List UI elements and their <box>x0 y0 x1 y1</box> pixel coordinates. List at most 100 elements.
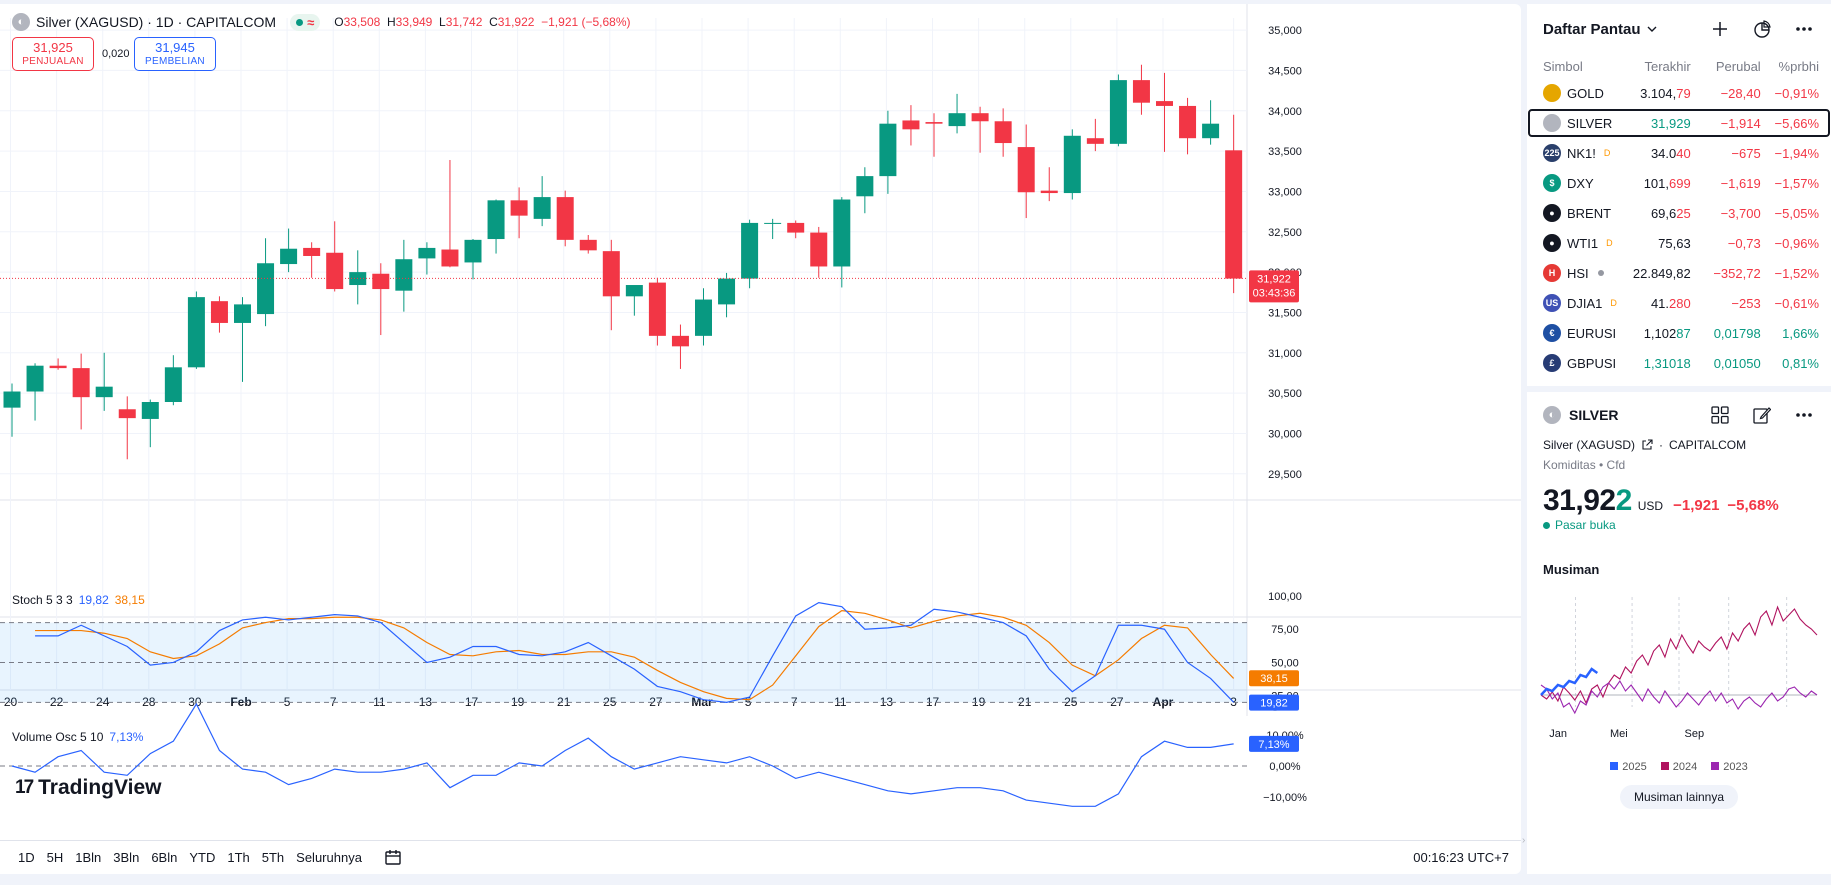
clock-timezone[interactable]: 00:16:23 UTC+7 <box>1413 850 1509 865</box>
sell-label: PENJUALAN <box>22 56 84 67</box>
market-status[interactable]: Pasar buka <box>1527 518 1831 532</box>
details-symbol-name[interactable]: SILVER <box>1569 407 1619 423</box>
trade-buttons: 31,925 PENJUALAN 0,020 31,945 PEMBELIAN <box>12 37 216 71</box>
range-button-1th[interactable]: 1Th <box>227 850 250 865</box>
candle-body <box>741 222 759 279</box>
volosc-value: 7,13% <box>109 730 144 744</box>
spread-value: 0,020 <box>102 48 130 60</box>
volosc-legend[interactable]: Volume Osc 5 10 7,13% <box>12 730 143 744</box>
chart-canvas[interactable]: 35,00034,50034,00033,50033,00032,50032,0… <box>0 4 1521 874</box>
candle <box>141 399 159 448</box>
chart-panel[interactable]: 35,00034,50034,00033,50033,00032,50032,0… <box>0 4 1521 874</box>
stoch-axis-label: 50,00 <box>1271 657 1299 669</box>
seasonals-chart[interactable]: Jan Mei Sep <box>1527 577 1831 752</box>
range-button-5h[interactable]: 5H <box>46 850 64 865</box>
symbol-title[interactable]: Silver (XAGUSD) · 1D · CAPITALCOM <box>36 14 277 30</box>
col-last[interactable]: Terakhir <box>1644 58 1691 74</box>
range-button-5th[interactable]: 5Th <box>261 850 285 865</box>
stoch-legend[interactable]: Stoch 5 3 3 19,82 38,15 <box>12 593 145 607</box>
watchlist-row[interactable]: ● BRENT 69,625 −3,700 −5,05% <box>1527 198 1831 228</box>
more-seasonals-button[interactable]: Musiman lainnya <box>1619 785 1739 809</box>
range-button-seluruhnya[interactable]: Seluruhnya <box>296 850 362 865</box>
buy-button[interactable]: 31,945 PEMBELIAN <box>134 37 216 71</box>
candle-body <box>1086 138 1104 144</box>
candle-body <box>925 122 943 124</box>
details-header: ◐ SILVER <box>1527 392 1831 438</box>
stoch-d-tag-bg <box>1249 670 1299 687</box>
col-change[interactable]: Perubal <box>1715 58 1761 74</box>
range-button-ytd[interactable]: YTD <box>189 850 216 865</box>
more-options-icon[interactable] <box>1793 404 1815 426</box>
watchlist-row[interactable]: US DJIA1 D 41.280 −253 −0,61% <box>1527 288 1831 318</box>
watchlist-row[interactable]: $ DXY 101,699 −1,619 −1,57% <box>1527 168 1831 198</box>
row-change: −3,700 <box>1720 205 1761 221</box>
details-full-name[interactable]: Silver (XAGUSD) <box>1543 438 1636 452</box>
details-price: 31,922 USD −1,921 −5,68% <box>1527 472 1831 518</box>
watchlist-row[interactable]: ● WTI1 D 75,63 −0,73 −0,96% <box>1527 228 1831 258</box>
candle <box>441 159 459 268</box>
advanced-view-icon[interactable] <box>1751 18 1773 40</box>
candle <box>349 250 367 305</box>
edit-note-icon[interactable] <box>1751 404 1773 426</box>
sell-button[interactable]: 31,925 PENJUALAN <box>12 37 94 71</box>
add-symbol-icon[interactable] <box>1709 18 1731 40</box>
row-last: 31,929 <box>1650 115 1691 131</box>
season-line-2023 <box>1540 679 1818 715</box>
candle <box>1017 124 1035 219</box>
market-status-pill[interactable]: ≈ <box>290 13 321 31</box>
col-change-pct[interactable]: %prbhi <box>1778 58 1819 74</box>
price-axis-label: 34,000 <box>1268 106 1302 118</box>
price-axis-label: 29,500 <box>1268 469 1302 481</box>
watchlist-row[interactable]: SILVER 31,929 −1,914 −5,66% <box>1527 108 1831 138</box>
row-change-pct: 0,81% <box>1782 355 1819 371</box>
candle <box>418 242 436 275</box>
layout-grid-icon[interactable] <box>1709 404 1731 426</box>
row-last: 34.040 <box>1650 145 1691 161</box>
seasonals-legend: 2025 2024 2023 <box>1527 761 1831 773</box>
candle <box>948 93 966 134</box>
details-exchange[interactable]: CAPITALCOM <box>1669 438 1747 452</box>
calendar-goto-icon[interactable] <box>382 848 404 868</box>
watchlist-row[interactable]: € EURUSI 1,10287 0,01798 1,66% <box>1527 318 1831 348</box>
panel-resize-handle[interactable]: › <box>1522 835 1526 846</box>
candle-body <box>95 386 113 398</box>
high-value: 33,949 <box>395 15 433 29</box>
watchlist-header: Daftar Pantau <box>1527 4 1831 54</box>
candle <box>994 108 1012 157</box>
watchlist-title[interactable]: Daftar Pantau <box>1543 21 1657 38</box>
low-value: 31,742 <box>445 15 483 29</box>
range-button-1bln[interactable]: 1Bln <box>75 850 102 865</box>
watchlist-row[interactable]: H HSI 22.849,82 −352,72 −1,52% <box>1527 258 1831 288</box>
candle-body <box>3 391 21 408</box>
season-month-label: Jan <box>1549 728 1567 740</box>
row-change-pct: −0,96% <box>1774 235 1819 251</box>
row-symbol: 225 NK1! D <box>1543 144 1611 162</box>
current-price-value: 31,922 <box>1257 273 1291 285</box>
current-price-tag <box>1249 270 1299 303</box>
range-button-6bln[interactable]: 6Bln <box>151 850 178 865</box>
col-symbol[interactable]: Simbol <box>1543 58 1583 74</box>
range-button-1d[interactable]: 1D <box>18 850 35 865</box>
time-axis-label: 19 <box>972 695 986 709</box>
candle <box>648 277 666 346</box>
price-axis-label: 31,000 <box>1268 348 1302 360</box>
time-axis-label: Feb <box>230 695 251 709</box>
symbol-logo-icon: 225 <box>1543 144 1561 162</box>
watchlist-row[interactable]: GOLD 3.104,79 −28,40 −0,91% <box>1527 78 1831 108</box>
candle <box>1225 114 1243 294</box>
candle <box>925 113 943 157</box>
row-last: 3.104,79 <box>1640 85 1691 101</box>
row-symbol: US DJIA1 D <box>1543 294 1621 312</box>
candle <box>464 239 482 280</box>
candle-body <box>1156 101 1173 106</box>
range-button-3bln[interactable]: 3Bln <box>113 850 140 865</box>
price-axis-label: 34,500 <box>1268 65 1302 77</box>
candle-body <box>1132 80 1150 103</box>
candle-body <box>648 282 666 336</box>
candle-body <box>787 222 805 233</box>
tradingview-logo[interactable]: 17 TradingView <box>15 776 161 800</box>
watchlist-row[interactable]: 225 NK1! D 34.040 −675 −1,94% <box>1527 138 1831 168</box>
watchlist-row[interactable]: £ GBPUSI 1,31018 0,01050 0,81% <box>1527 348 1831 378</box>
more-options-icon[interactable] <box>1793 18 1815 40</box>
price-axis-label: 30,000 <box>1268 428 1302 440</box>
